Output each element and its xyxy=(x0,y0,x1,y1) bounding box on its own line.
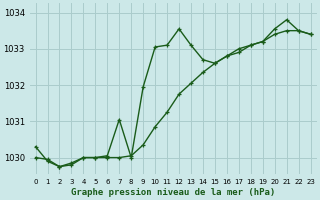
X-axis label: Graphe pression niveau de la mer (hPa): Graphe pression niveau de la mer (hPa) xyxy=(71,188,275,197)
